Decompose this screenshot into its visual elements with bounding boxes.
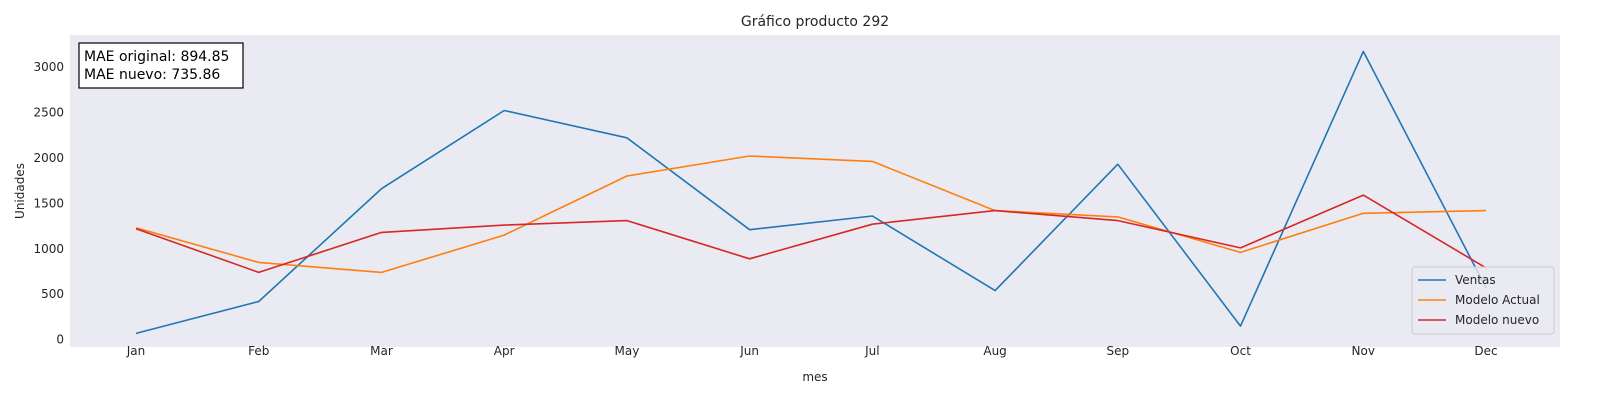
mae-annotation: MAE original: 894.85 MAE nuevo: 735.86 [78,42,244,89]
series-lines [135,50,1487,335]
y-axis-label: Unidades [13,163,27,219]
x-axis-ticks: Jan Feb Mar Apr May Jun Jul Aug Sep Oct Nov Dec [126,344,1498,358]
legend: Ventas Modelo Actual Modelo nuevo [1411,266,1555,335]
x-tick-label: Nov [1352,344,1375,358]
series-line [135,155,1487,274]
x-tick-label: Apr [494,344,515,358]
x-tick-label: Dec [1474,344,1497,358]
x-tick-label: Jun [739,344,759,358]
legend-label: Modelo Actual [1455,293,1540,307]
y-tick-label: 2500 [33,105,64,119]
legend-label: Ventas [1455,273,1496,287]
mae-new-text: MAE nuevo: 735.86 [84,67,220,83]
legend-frame [1411,266,1555,335]
x-axis-label: mes [802,370,827,384]
y-tick-label: 500 [41,287,64,301]
y-tick-label: 0 [56,333,64,347]
y-tick-label: 1000 [33,242,64,256]
series-line [135,50,1487,335]
x-tick-label: Jul [864,344,879,358]
x-tick-label: Aug [983,344,1006,358]
x-tick-label: Jan [126,344,146,358]
y-tick-label: 2000 [33,151,64,165]
chart-title: Gráfico producto 292 [741,14,889,30]
mae-original-text: MAE original: 894.85 [84,49,229,65]
series-line [135,194,1487,274]
legend-label: Modelo nuevo [1455,313,1539,327]
x-tick-label: May [615,344,640,358]
x-tick-label: Mar [370,344,393,358]
y-axis-ticks: 0 500 1000 1500 2000 2500 3000 [33,60,64,347]
y-tick-label: 3000 [33,60,64,74]
x-tick-label: Feb [248,344,269,358]
mae-box-frame [78,42,244,89]
plot-area [70,35,1560,347]
x-tick-label: Sep [1107,344,1130,358]
x-tick-label: Oct [1230,344,1251,358]
y-tick-label: 1500 [33,196,64,210]
